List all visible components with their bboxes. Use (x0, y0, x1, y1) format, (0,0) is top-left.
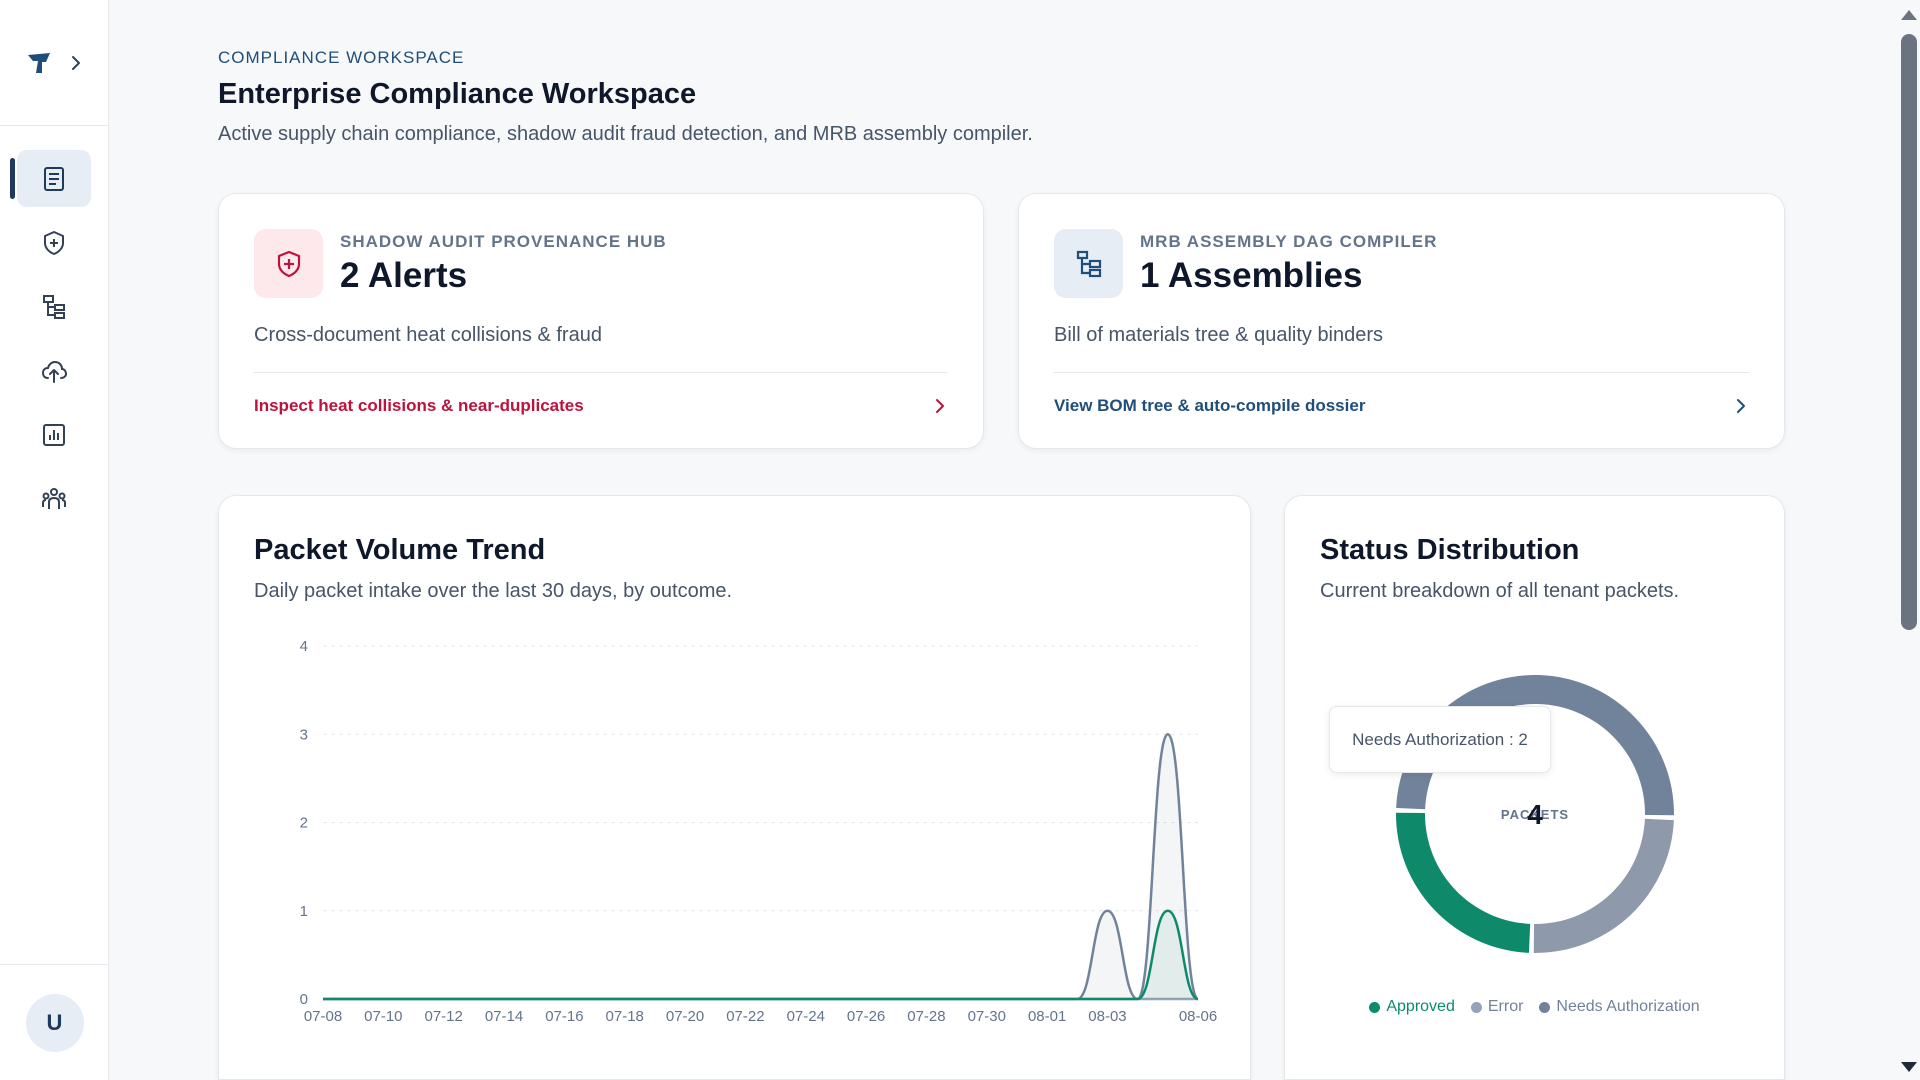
donut-slice-error[interactable] (1533, 818, 1674, 953)
shadow-audit-icon-box (254, 229, 323, 298)
donut-center-label: PACKETS (1501, 807, 1569, 822)
y-tick-label: 1 (300, 903, 308, 920)
y-tick-label: 4 (300, 638, 308, 655)
x-tick-label: 08-01 (1028, 1008, 1066, 1025)
donut-center-value: 4 (1527, 799, 1543, 830)
inspect-heat-collisions-link[interactable]: Inspect heat collisions & near-duplicate… (254, 384, 948, 428)
scrollbar[interactable] (1898, 0, 1920, 1080)
mrb-compiler-description: Bill of materials tree & quality binders (1054, 324, 1384, 346)
x-tick-label: 07-28 (907, 1008, 945, 1025)
x-tick-label: 07-20 (666, 1008, 704, 1025)
scrollbar-thumb[interactable] (1901, 34, 1917, 630)
inspect-heat-collisions-label: Inspect heat collisions & near-duplicate… (254, 396, 584, 415)
page-subtitle: Active supply chain compliance, shadow a… (218, 123, 1033, 145)
mrb-compiler-card: MRB ASSEMBLY DAG COMPILER 1 Assemblies B… (1018, 193, 1785, 449)
chart-tooltip: Needs Authorization : 2 (1329, 706, 1551, 773)
legend-swatch (1539, 1001, 1551, 1013)
legend-label: Needs Authorization (1556, 998, 1700, 1015)
sidebar-item-shadow-audit[interactable] (17, 214, 91, 271)
series-line-needs-authorization[interactable] (323, 732, 1200, 1001)
shadow-audit-description: Cross-document heat collisions & fraud (254, 324, 602, 346)
legend-label: Error (1487, 998, 1524, 1015)
sidebar-item-assemblies[interactable] (17, 278, 91, 335)
packet-volume-trend-title: Packet Volume Trend (254, 534, 546, 566)
shield-plus-icon (44, 230, 64, 255)
brand-logo-icon[interactable] (24, 48, 54, 78)
avatar[interactable]: U (25, 993, 84, 1052)
sidebar-nav (0, 126, 108, 527)
donut-slice-approved[interactable] (1396, 812, 1531, 953)
x-tick-label: 07-30 (968, 1008, 1006, 1025)
x-tick-label: 07-26 (847, 1008, 885, 1025)
legend-item-error[interactable]: Error (1470, 998, 1524, 1016)
sidebar-header (0, 0, 108, 126)
page-title: Enterprise Compliance Workspace (218, 78, 697, 110)
status-distribution-title: Status Distribution (1320, 534, 1580, 566)
cloud-upload-icon (41, 360, 68, 383)
packet-volume-trend-subtitle: Daily packet intake over the last 30 day… (254, 580, 733, 602)
shadow-audit-value: 2 Alerts (340, 256, 468, 295)
chevron-right-icon (936, 399, 944, 413)
shadow-audit-card: SHADOW AUDIT PROVENANCE HUB 2 Alerts Cro… (218, 193, 984, 449)
sidebar-item-documents[interactable] (10, 150, 91, 207)
sidebar-item-users[interactable] (17, 470, 91, 527)
packet-volume-trend-card: Packet Volume Trend Daily packet intake … (218, 495, 1251, 1080)
shield-plus-icon (277, 250, 300, 277)
legend-item-approved[interactable]: Approved (1369, 998, 1455, 1016)
shadow-audit-eyebrow: SHADOW AUDIT PROVENANCE HUB (340, 232, 667, 251)
x-tick-label: 07-24 (787, 1008, 825, 1025)
x-tick-label: 07-08 (304, 1008, 342, 1025)
sidebar-item-upload[interactable] (17, 342, 91, 399)
status-distribution-card: Status Distribution Current breakdown of… (1284, 495, 1785, 1080)
y-tick-label: 2 (300, 815, 308, 832)
x-tick-label: 07-16 (545, 1008, 583, 1025)
users-group-icon (42, 487, 66, 509)
status-distribution-subtitle: Current breakdown of all tenant packets. (1320, 580, 1680, 602)
legend-item-needs-authorization[interactable]: Needs Authorization (1539, 998, 1700, 1016)
packet-volume-trend-chart[interactable]: 0 1 2 3 4 07-08 07-10 07-12 07-14 07-16 07-18 07-20… (219, 496, 1252, 1080)
x-tick-label: 08-06 (1179, 1008, 1217, 1025)
chevron-right-icon (1737, 399, 1745, 413)
x-tick-label: 07-14 (485, 1008, 523, 1025)
series-area-approved (323, 910, 1198, 999)
tree-hierarchy-icon (1076, 250, 1101, 277)
chevron-right-icon[interactable] (68, 55, 84, 71)
divider (254, 372, 948, 373)
page-eyebrow: COMPLIANCE WORKSPACE (218, 48, 465, 67)
x-tick-label: 07-10 (364, 1008, 402, 1025)
mrb-compiler-eyebrow: MRB ASSEMBLY DAG COMPILER (1140, 232, 1438, 251)
sidebar-item-analytics[interactable] (17, 406, 91, 463)
y-tick-label: 3 (300, 726, 308, 743)
x-tick-label: 08-03 (1088, 1008, 1126, 1025)
mrb-compiler-value: 1 Assemblies (1140, 256, 1363, 295)
scroll-up-arrow[interactable] (1901, 10, 1917, 20)
x-tick-label: 07-12 (425, 1008, 463, 1025)
document-list-icon (44, 166, 64, 191)
x-tick-label: 07-22 (726, 1008, 764, 1025)
scroll-down-arrow[interactable] (1901, 1062, 1917, 1072)
legend-label: Approved (1386, 998, 1455, 1015)
view-bom-tree-link[interactable]: View BOM tree & auto-compile dossier (1054, 384, 1749, 428)
y-tick-label: 0 (300, 991, 308, 1008)
legend-swatch (1369, 1001, 1381, 1013)
series-line-approved[interactable] (323, 909, 1199, 1001)
tree-hierarchy-icon (43, 294, 65, 319)
mrb-compiler-icon-box (1054, 229, 1123, 298)
bar-chart-icon (43, 423, 65, 446)
legend-swatch (1470, 1001, 1482, 1013)
x-tick-label: 07-18 (606, 1008, 644, 1025)
page-header: COMPLIANCE WORKSPACE Enterprise Complian… (218, 48, 1033, 146)
sidebar: U (0, 0, 109, 1080)
divider (1054, 372, 1749, 373)
sidebar-footer: U (0, 964, 109, 1080)
view-bom-tree-label: View BOM tree & auto-compile dossier (1054, 396, 1366, 415)
series-area-needs-authorization (323, 734, 1198, 999)
status-legend: Approved Error Needs Authorization (1285, 998, 1784, 1016)
